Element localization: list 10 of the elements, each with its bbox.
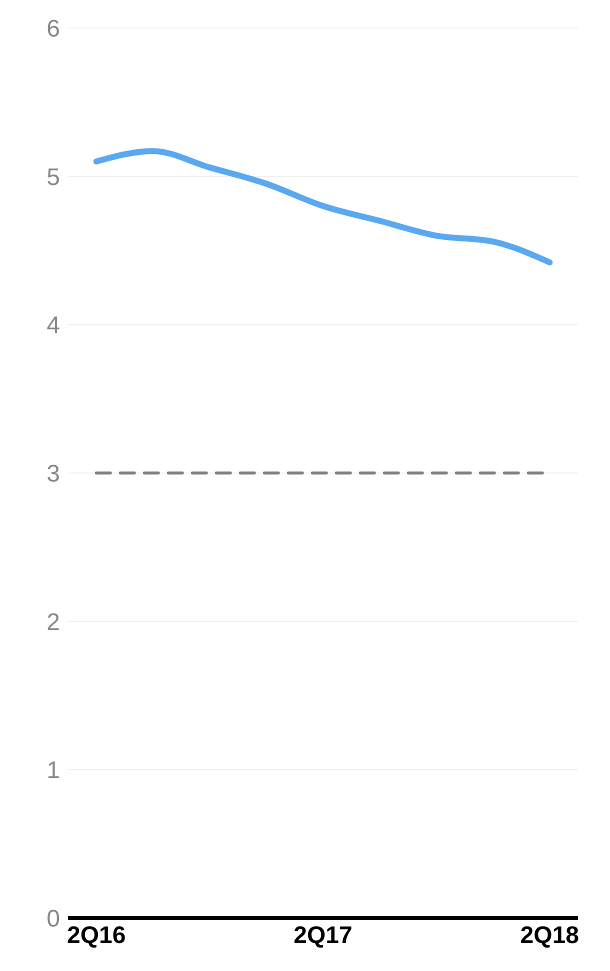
y-tick-label: 0 — [46, 906, 60, 933]
x-tick-label: 2Q16 — [66, 922, 126, 950]
x-tick-label: 2Q17 — [294, 922, 352, 950]
y-tick-label: 6 — [46, 16, 60, 43]
y-tick-label: 3 — [46, 460, 60, 488]
y-tick-label: 4 — [46, 312, 60, 340]
y-tick-label: 1 — [46, 757, 60, 784]
y-tick-label: 2 — [46, 608, 60, 636]
y-tick-label: 5 — [46, 164, 60, 191]
x-tick-label: 2Q18 — [520, 922, 580, 950]
